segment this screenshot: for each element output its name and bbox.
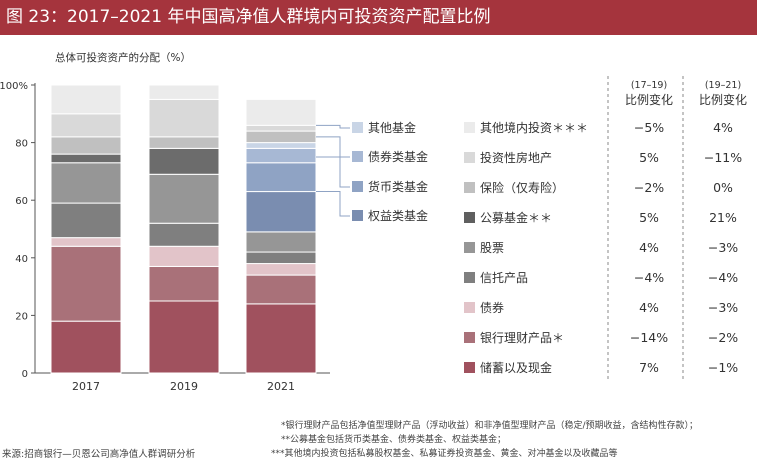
- bar-segment: [148, 136, 220, 149]
- fund-legend-swatch: [352, 122, 363, 133]
- table-legend-swatch: [464, 182, 475, 193]
- change-17-19-value: −5%: [634, 120, 664, 135]
- bar-segment: [50, 320, 122, 374]
- bar-segment: [148, 222, 220, 247]
- change-19-21-value: −4%: [708, 270, 738, 285]
- change-17-19-value: −4%: [634, 270, 664, 285]
- fund-legend-label: 货币类基金: [368, 179, 428, 194]
- y-tick-label: 60: [15, 196, 28, 207]
- change-19-21-value: −3%: [708, 300, 738, 315]
- chart-subtitle: 总体可投资资产的分配（%）: [55, 52, 191, 64]
- bar-segment: [245, 142, 317, 149]
- change-19-21-value: 0%: [713, 180, 733, 195]
- change-17-19-value: 4%: [639, 300, 659, 315]
- col1-header-range: (17–19): [631, 80, 667, 91]
- bar-segment: [245, 263, 317, 276]
- fund-connector-line: [316, 124, 350, 129]
- table-legend-swatch: [464, 122, 475, 133]
- col1-header-label: 比例变化: [625, 92, 673, 107]
- table-row-label: 投资性房地产: [480, 150, 552, 165]
- bar-segment: [148, 84, 220, 100]
- change-17-19-value: −2%: [634, 180, 664, 195]
- y-tick-label: 100%: [0, 81, 28, 92]
- table-legend-swatch: [464, 272, 475, 283]
- figure-title: 图 23：2017–2021 年中国高净值人群境内可投资资产配置比例: [0, 0, 757, 35]
- table-legend-swatch: [464, 332, 475, 343]
- bar-segment: [50, 245, 122, 322]
- table-row-label: 债券: [480, 300, 504, 315]
- bar-segment: [148, 147, 220, 175]
- change-17-19-value: −14%: [630, 330, 668, 345]
- table-row-label: 银行理财产品＊: [480, 331, 564, 345]
- change-19-21-value: −11%: [704, 150, 742, 165]
- y-tick-label: 0: [22, 369, 28, 380]
- table-row-label: 其他境内投资＊＊＊: [480, 120, 588, 135]
- table-legend-swatch: [464, 242, 475, 253]
- bar-segment: [245, 162, 317, 193]
- source-note: 来源:招商银行—贝恩公司高净值人群调研分析: [2, 449, 196, 460]
- table-legend-swatch: [464, 212, 475, 223]
- x-tick-label: 2021: [267, 380, 295, 393]
- fund-legend-label: 债券类基金: [368, 149, 428, 164]
- footnote-1: *银行理财产品包括净值型理财产品（浮动收益）和非净值型理财产品（稳定/预期收益，…: [281, 421, 699, 431]
- bar-segment: [50, 237, 122, 247]
- bar-segment: [50, 153, 122, 164]
- bar-segment: [50, 162, 122, 204]
- change-19-21-value: −3%: [708, 240, 738, 255]
- fund-legend-swatch: [352, 181, 363, 192]
- bar-segment: [50, 136, 122, 155]
- footnote-3: ***其他境内投资包括私募股权基金、私募证券投资基金、黄金、对冲基金以及收藏品等: [271, 449, 618, 459]
- table-row-label: 储蓄以及现金: [480, 360, 552, 375]
- table-row-label: 公募基金＊＊: [480, 210, 552, 225]
- y-tick-label: 20: [15, 311, 28, 322]
- bar-segment: [50, 84, 122, 115]
- bar-segment: [148, 245, 220, 267]
- bar-segment: [50, 202, 122, 239]
- change-17-19-value: 5%: [639, 150, 659, 165]
- footnote-2: **公募基金包括货币类基金、债券类基金、权益类基金；: [281, 435, 507, 445]
- table-legend-swatch: [464, 362, 475, 373]
- table-row-label: 保险（仅寿险）: [480, 180, 564, 195]
- fund-legend-label: 权益类基金: [368, 208, 428, 223]
- change-17-19-value: 4%: [639, 240, 659, 255]
- fund-connector-line: [316, 191, 350, 217]
- x-tick-label: 2019: [170, 380, 198, 393]
- bar-segment: [245, 303, 317, 374]
- col2-header-range: (19–21): [705, 80, 741, 91]
- change-19-21-value: −2%: [708, 330, 738, 345]
- bar-segment: [245, 191, 317, 233]
- table-legend-swatch: [464, 152, 475, 163]
- bar-segment: [148, 265, 220, 302]
- change-19-21-value: −1%: [708, 360, 738, 375]
- bar-segment: [245, 98, 317, 126]
- bar-segment: [245, 130, 317, 144]
- table-row-label: 信托产品: [480, 271, 528, 285]
- y-tick-label: 80: [15, 139, 28, 150]
- bar-segment: [245, 231, 317, 253]
- fund-legend-label: 其他基金: [368, 120, 416, 135]
- bar-segment: [50, 113, 122, 138]
- fund-connector-line: [316, 136, 350, 158]
- change-17-19-value: 7%: [639, 360, 659, 375]
- x-tick-label: 2017: [72, 380, 100, 393]
- bar-segment: [245, 124, 317, 132]
- bar-segment: [148, 300, 220, 374]
- table-row-label: 股票: [480, 241, 504, 255]
- table-legend-swatch: [464, 302, 475, 313]
- change-17-19-value: 5%: [639, 210, 659, 225]
- bar-segment: [148, 173, 220, 224]
- change-19-21-value: 21%: [709, 210, 737, 225]
- y-tick-label: 40: [15, 254, 28, 265]
- col2-header-label: 比例变化: [699, 92, 747, 107]
- bar-segment: [245, 274, 317, 305]
- bar-segment: [245, 147, 317, 164]
- bar-segment: [148, 98, 220, 138]
- fund-connector-line: [316, 156, 350, 188]
- fund-legend-swatch: [352, 151, 363, 162]
- fund-legend-swatch: [352, 210, 363, 221]
- bar-segment: [245, 251, 317, 265]
- change-19-21-value: 4%: [713, 120, 733, 135]
